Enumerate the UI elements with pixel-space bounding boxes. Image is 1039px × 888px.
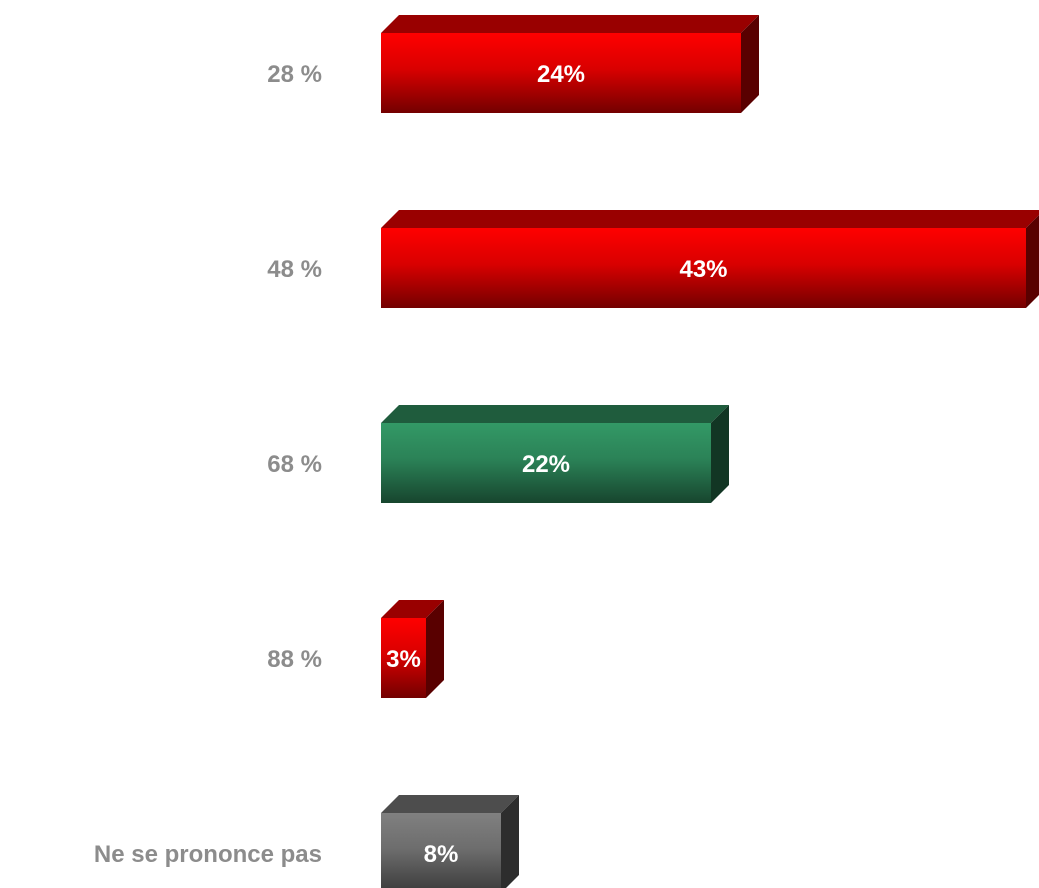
data-label: 43%	[679, 256, 727, 283]
bar-side-face	[711, 405, 729, 503]
category-label: 28 %	[267, 61, 322, 88]
bar-side-face	[1026, 215, 1039, 308]
data-label: 22%	[522, 451, 570, 478]
data-label: 3%	[386, 646, 421, 673]
bar-side-face	[741, 15, 759, 113]
bar-top-face	[381, 795, 519, 813]
bar-3: 22%	[381, 405, 729, 503]
bar-1: 24%	[381, 15, 759, 113]
bar-top-face	[381, 405, 729, 423]
bar-front-face	[381, 423, 711, 503]
bar-side-face	[501, 795, 519, 888]
bar-front-face	[381, 33, 741, 113]
bar-5: 8%	[381, 795, 519, 888]
bar-front-face	[381, 228, 1026, 308]
data-label: 8%	[424, 841, 459, 868]
bar-top-face	[381, 210, 1039, 228]
bar-front-face	[381, 618, 426, 698]
category-label: 88 %	[267, 646, 322, 673]
category-label: 68 %	[267, 451, 322, 478]
data-label: 24%	[537, 61, 585, 88]
category-label: 48 %	[267, 256, 322, 283]
category-label: Ne se prononce pas	[94, 841, 322, 868]
bar-top-face	[381, 600, 444, 618]
bar-4: 3%	[381, 600, 444, 698]
bar-2: 43%	[381, 210, 1039, 308]
bar-side-face	[426, 600, 444, 698]
bar-front-face	[381, 813, 501, 888]
bar-top-face	[381, 15, 759, 33]
